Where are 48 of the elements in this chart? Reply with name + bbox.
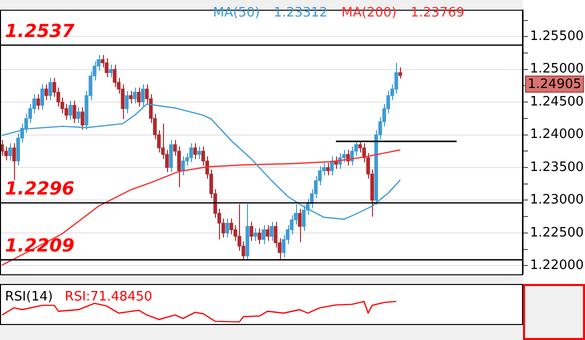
annotation: RSI:71.48450: [64, 289, 152, 304]
candlestick: [197, 146, 201, 160]
y-tick-label: 1.25000: [530, 62, 584, 77]
candlestick: [128, 90, 133, 104]
candlestick: [270, 221, 274, 242]
candlestick: [44, 84, 48, 101]
candlestick: [398, 66, 402, 80]
candlestick: [108, 64, 112, 78]
candlestick: [266, 224, 270, 242]
candlestick: [104, 58, 108, 78]
candlestick: [181, 156, 185, 176]
candlestick: [225, 218, 230, 238]
y-tick-label: 1.23000: [530, 192, 584, 208]
candlestick: [229, 218, 234, 235]
candlestick: [68, 100, 72, 120]
candlestick: [36, 94, 40, 110]
candlestick: [262, 224, 266, 245]
candlestick: [346, 149, 350, 166]
candlestick: [12, 142, 16, 180]
text: 1.24905: [528, 76, 582, 92]
candlestick: [169, 140, 173, 173]
candlestick: [48, 77, 52, 101]
candlestick: [350, 146, 354, 166]
y-tick-label: 1.24500: [530, 94, 584, 110]
candlestick: [189, 142, 193, 163]
candlestick: [112, 64, 116, 88]
candlestick: [124, 90, 129, 114]
ref-line-label: 1.2537: [5, 20, 75, 42]
candlestick: [76, 106, 80, 124]
candlestick: [136, 87, 141, 108]
chart-title: RSI(14): [5, 289, 53, 304]
y-tick-label: 1.25500: [530, 29, 584, 44]
y-tick-label: 1.23500: [530, 160, 584, 175]
candlestick: [250, 221, 254, 242]
y-tick-label: 1.22500: [530, 225, 584, 240]
candlestick: [40, 84, 44, 110]
candlestick: [193, 142, 197, 160]
candlestick: [254, 228, 258, 242]
candlestick: [298, 208, 302, 243]
y-tick-label: 1.24000: [530, 127, 584, 142]
candlestick: [258, 228, 262, 245]
ref-line-label: 1.2296: [5, 178, 74, 200]
candlestick: [72, 100, 76, 124]
candlestick: [80, 106, 84, 130]
candlestick: [8, 142, 12, 161]
candlestick: [326, 162, 330, 176]
candlestick: [132, 87, 137, 104]
y-tick-label: 1.22000: [530, 258, 584, 274]
